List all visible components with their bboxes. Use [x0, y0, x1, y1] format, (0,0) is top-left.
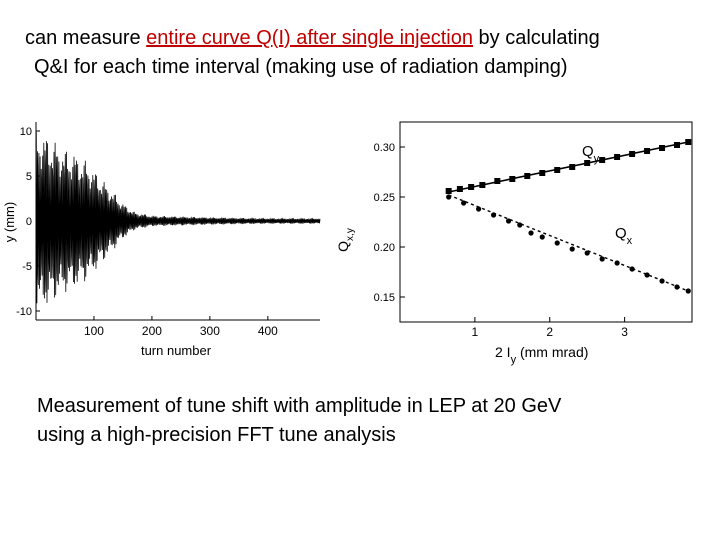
oscillation-y-tick-label: -10 — [16, 306, 32, 318]
tune-x-label-unit: (mm mrad) — [516, 344, 588, 360]
tune-point-qy — [554, 167, 561, 173]
oscillation-y-label: y (mm) — [2, 202, 17, 242]
tune-x-tick-label: 1 — [472, 325, 479, 339]
tune-point-qx — [461, 200, 467, 206]
tune-series-label-qx-main: Q — [615, 225, 627, 242]
tune-point-qx — [644, 272, 650, 278]
tune-fit-qx — [448, 194, 689, 292]
tune-point-qy — [494, 178, 501, 184]
tune-point-qx — [614, 260, 620, 266]
tune-point-qy — [445, 188, 452, 194]
tune-point-qy — [569, 164, 576, 170]
oscillation-x-tick-label: 200 — [142, 324, 162, 338]
tune-y-tick-label: 0.20 — [374, 242, 395, 254]
tune-point-qy — [599, 157, 606, 163]
tune-y-label: Qx,y — [335, 228, 356, 252]
tune-shift-chart: 0.300.250.200.151 2 3 Qy Qx 2 Iy (mm mrad)… — [335, 121, 693, 366]
tune-y-tick-label: 0.15 — [374, 292, 395, 304]
tune-point-qx — [554, 240, 560, 246]
tune-point-qy — [509, 176, 516, 182]
tune-point-qx — [569, 246, 575, 252]
oscillation-x-tick-label: 300 — [200, 324, 220, 338]
tune-axes — [399, 121, 693, 323]
tune-point-qx — [599, 256, 605, 262]
tune-point-qx — [584, 250, 590, 256]
tune-series-label-qx-sub: x — [627, 235, 633, 247]
tune-point-qx — [528, 230, 534, 236]
caption-line2: using a high-precision FFT tune analysis — [37, 424, 396, 446]
tune-point-qy — [674, 142, 681, 148]
tune-y-tick-label: 0.30 — [374, 142, 395, 154]
caption: Measurement of tune shift with amplitude… — [37, 392, 707, 450]
tune-point-qx — [659, 278, 665, 284]
oscillation-line — [35, 131, 321, 304]
oscillation-trace — [35, 131, 321, 304]
tune-point-qy — [614, 154, 621, 160]
headline-highlight: entire curve Q(I) after single injection — [146, 27, 473, 49]
tune-point-qx — [629, 266, 635, 272]
headline-line1-suffix: by calculating — [472, 27, 600, 49]
tune-x-label: 2 Iy (mm mrad) — [495, 344, 588, 366]
headline-line2: Q&I for each time interval (making use o… — [34, 56, 568, 78]
tune-point-qy — [479, 182, 486, 188]
tune-y-label-sub: x,y — [345, 228, 356, 241]
tune-point-qy — [629, 151, 636, 157]
tune-y-tick-label: 0.25 — [374, 192, 395, 204]
tune-point-qy — [456, 186, 463, 192]
tune-point-qy — [644, 148, 651, 154]
tune-frame — [399, 121, 693, 323]
tune-point-qx — [539, 234, 545, 240]
oscillation-y-tick-label: 10 — [20, 126, 32, 138]
tune-x-tick-label: 3 — [621, 325, 628, 339]
tune-fit-lines — [448, 141, 689, 292]
tune-point-qy — [584, 160, 591, 166]
tune-y-label-main: Q — [335, 241, 351, 252]
oscillation-x-label: turn number — [141, 343, 212, 358]
oscillation-tick-labels: 10 5 0 -5 -10 100 200 300 400 — [16, 126, 278, 338]
oscillation-x-tick-label: 100 — [84, 324, 104, 338]
tune-x-label-sub: y — [511, 354, 517, 366]
tune-x-tick-label: 2 — [546, 325, 553, 339]
oscillation-y-tick-label: 5 — [26, 171, 32, 183]
tune-point-qy — [468, 184, 475, 190]
tune-point-qx — [674, 284, 680, 290]
tune-x-label-main: 2 I — [495, 344, 511, 360]
tune-point-qy — [659, 145, 666, 151]
tune-point-qy — [524, 173, 531, 179]
tune-series-label-qy-main: Q — [582, 143, 594, 160]
tune-point-qy — [539, 170, 546, 176]
tune-series-label-qx: Qx — [615, 225, 633, 247]
tune-point-qx — [517, 222, 523, 228]
tune-point-qx — [476, 206, 482, 212]
headline: can measure entire curve Q(I) after sing… — [25, 24, 715, 82]
tune-point-qx — [505, 218, 512, 224]
oscillation-y-tick-label: -5 — [22, 261, 32, 273]
tune-point-qy — [685, 139, 692, 145]
tune-tick-labels: 0.30 0.25 0.20 0.15 1 2 3 — [374, 142, 629, 339]
oscillation-y-tick-label: 0 — [26, 216, 32, 228]
tune-point-qx — [685, 288, 691, 294]
tune-series-label-qy: Qy — [582, 143, 600, 165]
caption-line1: Measurement of tune shift with amplitude… — [37, 395, 562, 417]
oscillation-chart: 10 5 0 -5 -10 100 200 300 400 turn number y (mm) — [2, 122, 321, 358]
headline-line1-prefix: can measure — [25, 27, 147, 49]
tune-points — [445, 139, 692, 294]
oscillation-x-tick-label: 400 — [258, 324, 278, 338]
tune-series-label-qy-sub: y — [594, 153, 600, 165]
tune-point-qx — [446, 194, 452, 200]
tune-point-qx — [490, 212, 497, 218]
